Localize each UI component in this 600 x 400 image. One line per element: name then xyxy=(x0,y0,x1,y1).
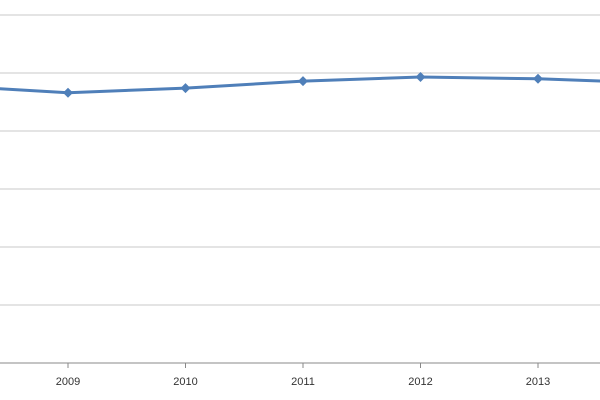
marker xyxy=(63,87,73,98)
x-tick-label: 2009 xyxy=(56,376,80,388)
x-tick-label: 2012 xyxy=(408,376,432,388)
marker xyxy=(180,83,191,94)
marker xyxy=(533,73,543,84)
marker xyxy=(298,76,308,87)
x-tick-label: 2011 xyxy=(291,376,315,388)
x-tick-label: 2010 xyxy=(173,376,197,388)
x-tick-label: 2013 xyxy=(526,376,550,388)
marker xyxy=(415,72,426,83)
